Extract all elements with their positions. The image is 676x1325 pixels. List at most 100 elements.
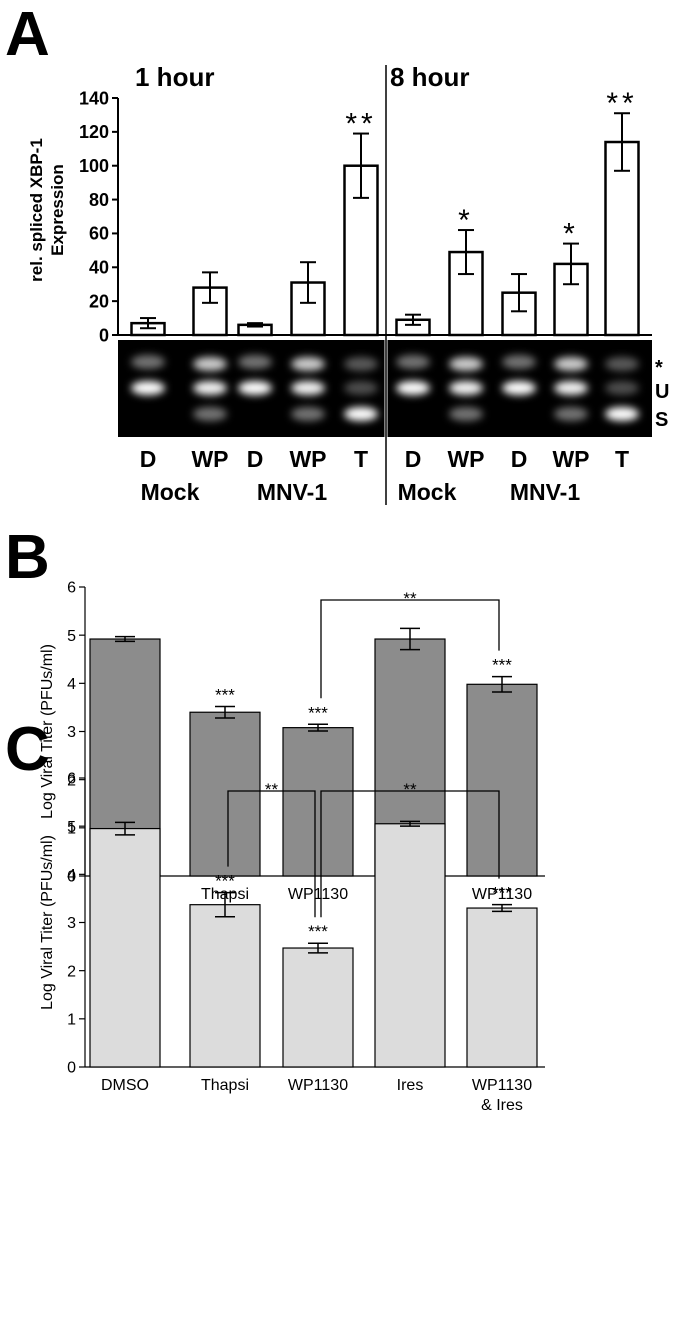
error-bar xyxy=(400,627,420,651)
y-tick-label: 5 xyxy=(67,819,76,836)
error-bar xyxy=(492,675,512,693)
y-tick-label: 0 xyxy=(99,325,109,345)
x-tick-label: WP xyxy=(289,446,326,472)
x-tick-label: Ires xyxy=(397,1077,424,1094)
error-bar xyxy=(563,242,579,286)
y-tick-label: 100 xyxy=(79,156,109,176)
gel-band xyxy=(291,357,325,371)
x-tick-label: T xyxy=(615,446,629,472)
y-tick-label: 5 xyxy=(67,628,76,645)
gel-band xyxy=(193,357,227,371)
gel-band xyxy=(554,357,588,371)
significance-bracket xyxy=(320,599,500,699)
significance-label: ** xyxy=(606,87,637,120)
gel-label: * xyxy=(655,357,663,379)
significance-label: *** xyxy=(308,922,328,941)
error-bar xyxy=(405,313,421,326)
bar xyxy=(189,711,261,877)
y-tick-label: 140 xyxy=(79,88,109,108)
x-tick-label: WP1130& Ires xyxy=(472,1077,532,1114)
x-tick-label: Thapsi xyxy=(201,1077,249,1094)
y-tick-label: 60 xyxy=(89,224,109,244)
gel-label: S xyxy=(655,409,668,431)
group-label: Mock xyxy=(141,479,200,505)
x-tick-label: D xyxy=(405,446,422,472)
y-tick-label: 1 xyxy=(67,1011,76,1028)
gel-band xyxy=(238,355,272,369)
gel-band xyxy=(193,407,227,421)
error-bar xyxy=(308,942,328,954)
x-tick-label: WP1130 xyxy=(288,886,348,903)
y-axis-label: Log Viral Titer (PFUs/ml) xyxy=(39,644,56,819)
gel-band xyxy=(554,381,588,395)
y-tick-label: 120 xyxy=(79,122,109,142)
gel-band xyxy=(238,381,272,395)
group-label: Mock xyxy=(398,479,457,505)
y-tick-label: 3 xyxy=(67,724,76,741)
bar xyxy=(89,827,161,1068)
panel-letter: C xyxy=(5,715,50,784)
y-tick-label: 6 xyxy=(67,771,76,788)
section-title: 1 hour xyxy=(135,62,214,92)
x-tick-label: WP xyxy=(447,446,484,472)
error-bar xyxy=(300,261,316,304)
gel-label: U xyxy=(655,381,669,403)
group-label: MNV-1 xyxy=(510,479,581,505)
gel-band xyxy=(344,407,378,421)
gel-band xyxy=(396,381,430,395)
y-tick-label: 1 xyxy=(67,820,76,837)
x-tick-label: WP xyxy=(191,446,228,472)
y-axis-label: rel. spliced XBP-1 xyxy=(27,138,46,282)
section-title: 8 hour xyxy=(390,62,469,92)
x-tick-label: DMSO xyxy=(101,1077,149,1094)
y-axis-label: Expression xyxy=(48,164,67,256)
bar xyxy=(282,727,354,877)
gel-band xyxy=(131,381,165,395)
bar xyxy=(189,904,261,1068)
y-axis-label: Log Viral Titer (PFUs/ml) xyxy=(39,835,56,1010)
error-bar xyxy=(511,273,527,313)
gel-band xyxy=(291,407,325,421)
panel-letter: A xyxy=(5,0,50,69)
gel-band xyxy=(449,407,483,421)
significance-bracket xyxy=(320,790,500,918)
bracket-label: ** xyxy=(403,589,417,608)
y-tick-label: 4 xyxy=(67,676,76,693)
gel-band xyxy=(605,381,639,395)
error-bar xyxy=(492,903,512,913)
gel-band xyxy=(502,355,536,369)
error-bar xyxy=(614,112,630,172)
gel-band xyxy=(344,357,378,371)
x-tick-label: D xyxy=(511,446,528,472)
error-bar xyxy=(115,821,135,836)
bar xyxy=(604,140,640,337)
significance-label: *** xyxy=(215,685,235,704)
bar xyxy=(374,823,446,1068)
x-tick-label: D xyxy=(247,446,264,472)
gel-bands xyxy=(131,355,639,421)
bracket-label: ** xyxy=(403,780,417,799)
error-bar xyxy=(353,132,369,199)
y-tick-label: 2 xyxy=(67,963,76,980)
gel-band xyxy=(554,407,588,421)
error-bar xyxy=(215,891,235,918)
significance-label: *** xyxy=(492,884,512,903)
gel-band xyxy=(291,381,325,395)
y-tick-label: 20 xyxy=(89,291,109,311)
x-tick-label: WP1130 xyxy=(288,1077,348,1094)
bar xyxy=(466,907,538,1068)
gel-band xyxy=(396,355,430,369)
error-bar xyxy=(308,723,328,732)
gel-band xyxy=(193,381,227,395)
y-tick-label: 3 xyxy=(67,915,76,932)
significance-label: *** xyxy=(492,656,512,675)
x-tick-label: WP xyxy=(552,446,589,472)
error-bar xyxy=(215,705,235,719)
significance-label: * xyxy=(563,218,579,251)
y-tick-label: 40 xyxy=(89,258,109,278)
gel-band xyxy=(131,355,165,369)
x-tick-label: D xyxy=(140,446,157,472)
y-tick-label: 2 xyxy=(67,772,76,789)
error-bar xyxy=(115,635,135,643)
y-tick-label: 6 xyxy=(67,580,76,597)
